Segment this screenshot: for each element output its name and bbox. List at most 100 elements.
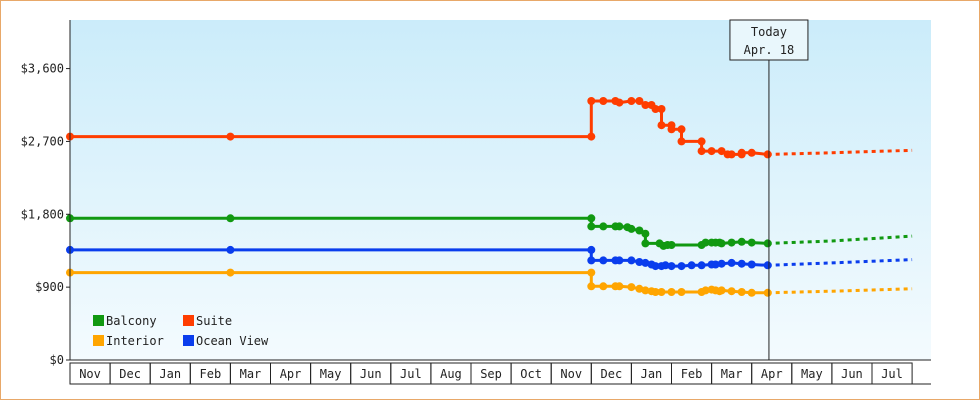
data-point[interactable] xyxy=(615,98,624,107)
series-forecast-line xyxy=(767,287,913,295)
data-point[interactable] xyxy=(667,241,676,249)
data-point[interactable] xyxy=(763,150,772,159)
data-point[interactable] xyxy=(226,214,235,223)
data-point[interactable] xyxy=(737,259,746,268)
data-point[interactable] xyxy=(627,283,636,292)
series-balcony xyxy=(66,214,913,250)
data-point[interactable] xyxy=(641,258,650,267)
data-point[interactable] xyxy=(763,261,772,270)
x-tick-label: Feb xyxy=(681,367,703,381)
data-point[interactable] xyxy=(615,282,624,291)
x-tick-label: Jul xyxy=(400,367,422,381)
data-point[interactable] xyxy=(226,245,235,254)
data-point[interactable] xyxy=(697,147,706,156)
data-point[interactable] xyxy=(627,97,636,105)
legend-label: Ocean View xyxy=(196,334,269,348)
data-point[interactable] xyxy=(697,137,706,146)
data-point[interactable] xyxy=(627,224,636,233)
data-point[interactable] xyxy=(226,268,235,277)
x-tick-label: Apr xyxy=(280,367,302,381)
data-point[interactable] xyxy=(747,288,756,297)
y-tick-label: $2,700 xyxy=(21,134,64,148)
data-point[interactable] xyxy=(635,97,644,105)
data-point[interactable] xyxy=(687,261,696,270)
data-point[interactable] xyxy=(587,132,596,141)
data-point[interactable] xyxy=(651,262,660,271)
data-point[interactable] xyxy=(657,121,666,130)
data-point[interactable] xyxy=(635,284,644,293)
data-point[interactable] xyxy=(599,282,608,291)
data-point[interactable] xyxy=(737,148,746,157)
data-point[interactable] xyxy=(657,105,666,113)
data-point[interactable] xyxy=(701,238,710,247)
data-point[interactable] xyxy=(727,150,736,159)
y-tick-label: $900 xyxy=(35,280,64,294)
data-point[interactable] xyxy=(226,132,235,141)
data-point[interactable] xyxy=(727,258,736,267)
data-point[interactable] xyxy=(641,286,650,295)
data-point[interactable] xyxy=(657,288,666,296)
data-point[interactable] xyxy=(627,256,636,265)
legend-label: Interior xyxy=(106,334,164,348)
x-tick-label: Feb xyxy=(200,367,222,381)
data-point[interactable] xyxy=(635,226,644,235)
data-point[interactable] xyxy=(717,286,726,295)
data-point[interactable] xyxy=(763,288,772,297)
data-point[interactable] xyxy=(747,238,756,247)
data-point[interactable] xyxy=(667,125,676,134)
data-point[interactable] xyxy=(599,97,608,105)
x-tick-label: Mar xyxy=(240,367,262,381)
data-point[interactable] xyxy=(667,288,676,296)
legend-label: Suite xyxy=(196,314,232,328)
x-tick-label: Apr xyxy=(761,367,783,381)
data-point[interactable] xyxy=(599,222,608,231)
x-tick-label: May xyxy=(320,367,342,381)
data-point[interactable] xyxy=(615,222,624,231)
legend-item-balcony[interactable]: Balcony xyxy=(93,314,157,328)
data-point[interactable] xyxy=(697,261,706,270)
data-point[interactable] xyxy=(717,147,726,156)
data-point[interactable] xyxy=(641,229,650,238)
data-point[interactable] xyxy=(727,238,736,247)
series-forecast-line xyxy=(767,148,913,156)
data-point[interactable] xyxy=(635,258,644,266)
data-point[interactable] xyxy=(667,262,676,271)
data-point[interactable] xyxy=(737,237,746,246)
data-point[interactable] xyxy=(615,256,624,265)
data-point[interactable] xyxy=(717,239,726,248)
data-point[interactable] xyxy=(651,288,660,296)
legend: Balcony Suite Interior Ocean View xyxy=(93,314,269,348)
data-point[interactable] xyxy=(677,262,686,271)
data-point[interactable] xyxy=(717,259,726,268)
data-point[interactable] xyxy=(641,101,650,109)
data-point[interactable] xyxy=(587,245,596,254)
data-point[interactable] xyxy=(651,105,660,113)
data-point[interactable] xyxy=(737,288,746,296)
y-tick-label: $0 xyxy=(50,353,64,367)
data-point[interactable] xyxy=(707,147,716,156)
x-tick-label: Dec xyxy=(119,367,141,381)
data-point[interactable] xyxy=(587,256,596,265)
series-interior xyxy=(66,268,913,297)
data-point[interactable] xyxy=(677,125,686,134)
data-point[interactable] xyxy=(599,256,608,265)
data-point[interactable] xyxy=(711,260,720,269)
data-point[interactable] xyxy=(701,286,710,295)
legend-item-ocean-view[interactable]: Ocean View xyxy=(183,334,269,348)
data-point[interactable] xyxy=(641,239,650,248)
data-point[interactable] xyxy=(763,239,772,248)
data-point[interactable] xyxy=(661,261,670,270)
data-point[interactable] xyxy=(587,97,596,105)
legend-item-suite[interactable]: Suite xyxy=(183,314,232,328)
data-point[interactable] xyxy=(677,288,686,296)
data-point[interactable] xyxy=(747,148,756,157)
data-point[interactable] xyxy=(677,137,686,146)
data-point[interactable] xyxy=(587,214,596,223)
legend-item-interior[interactable]: Interior xyxy=(93,334,164,348)
data-point[interactable] xyxy=(727,287,736,296)
x-tick-label: Jun xyxy=(841,367,863,381)
data-point[interactable] xyxy=(587,222,596,231)
data-point[interactable] xyxy=(587,282,596,291)
data-point[interactable] xyxy=(747,260,756,269)
data-point[interactable] xyxy=(587,268,596,277)
